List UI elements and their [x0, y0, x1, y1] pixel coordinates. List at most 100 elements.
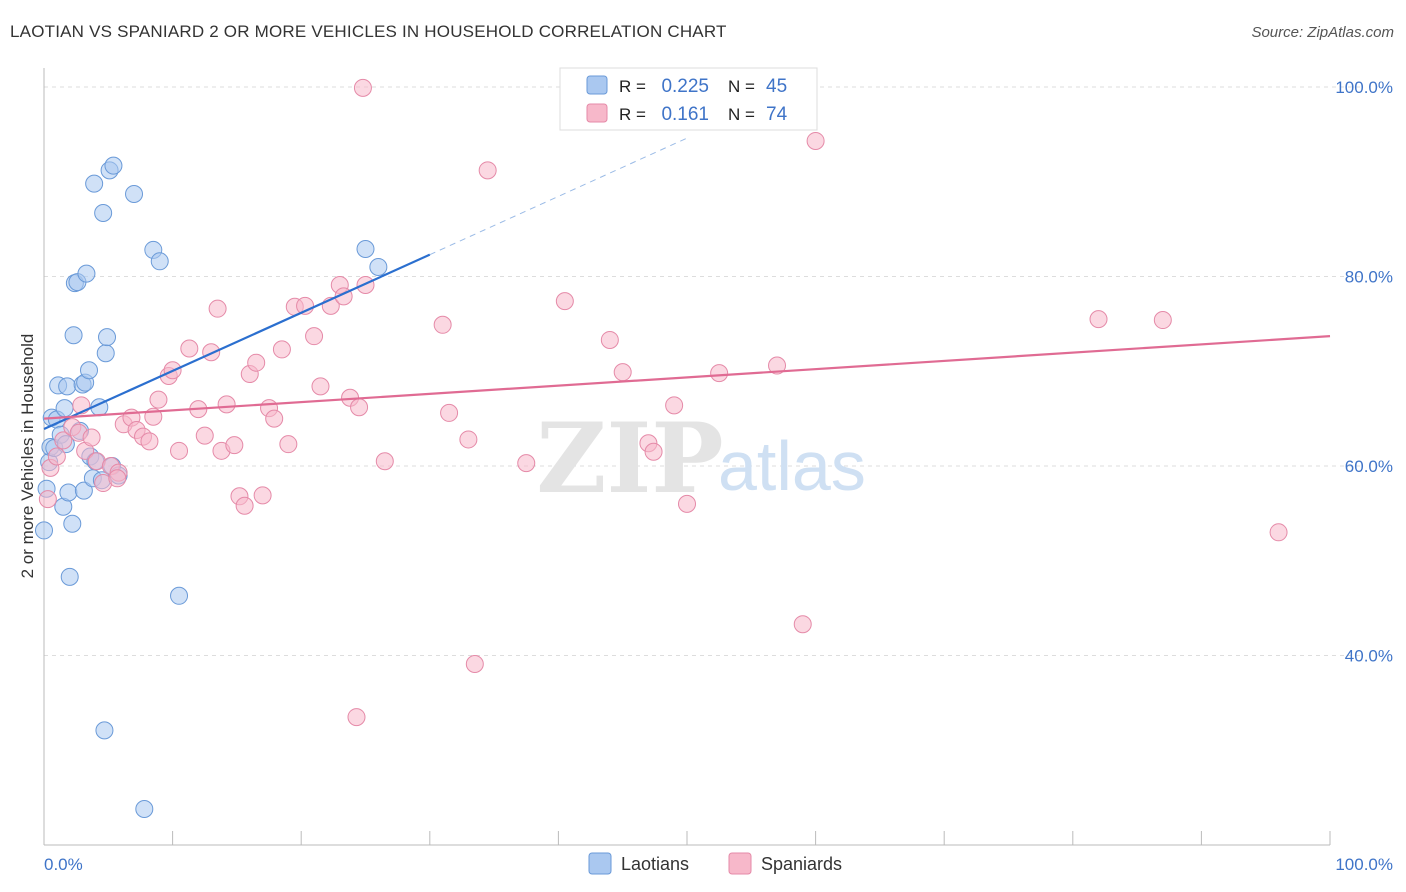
spaniard-point [478, 161, 497, 180]
y-tick-label-60: 60.0% [1345, 457, 1393, 476]
spaniard-point [225, 436, 244, 455]
legend-n-label-spaniard: N = [728, 105, 755, 124]
spaniard-point [272, 340, 291, 359]
x-axis-ticks [43, 831, 1331, 845]
spaniard-point [108, 469, 127, 488]
spaniard-trend-line [43, 335, 1331, 420]
laotian-point [85, 174, 104, 193]
spaniard-point [347, 708, 366, 727]
spaniard-point [793, 615, 812, 634]
spaniard-point [644, 442, 663, 461]
spaniard-point [517, 454, 536, 473]
laotian-point [60, 567, 79, 586]
laotian-point [369, 257, 388, 276]
spaniard-point [555, 292, 574, 311]
series-legend-label-laotian: Laotians [621, 854, 689, 874]
series-legend-swatch-laotian [588, 852, 612, 875]
spaniard-point [678, 494, 696, 513]
series-legend: Laotians Spaniards [588, 852, 842, 875]
spaniard-point [433, 315, 452, 334]
watermark-zip: ZIP [536, 402, 723, 515]
legend-swatch-spaniard [586, 103, 608, 123]
laotian-point [55, 399, 74, 418]
spaniard-point [1089, 310, 1108, 329]
chart-title: LAOTIAN VS SPANIARD 2 OR MORE VEHICLES I… [10, 22, 727, 41]
spaniard-point [208, 299, 227, 318]
y-tick-label-80: 80.0% [1345, 267, 1393, 286]
laotian-trend-extension [429, 137, 688, 256]
spaniard-point [82, 428, 101, 447]
legend-n-value-spaniard: 74 [766, 104, 788, 125]
laotian-point [58, 377, 77, 396]
spaniard-point [465, 655, 484, 674]
watermark: ZIP atlas [536, 402, 865, 515]
spaniard-point [1153, 311, 1172, 330]
spaniard-point [311, 377, 330, 396]
x-tick-label-max: 100.0% [1335, 855, 1393, 874]
laotian-point [63, 514, 82, 533]
spaniard-point [350, 398, 369, 417]
grid-lines [44, 86, 1360, 656]
laotian-point [94, 203, 113, 222]
laotian-point [95, 721, 114, 740]
spaniard-point [806, 131, 825, 150]
laotian-trend-line [43, 253, 431, 431]
spaniard-point [710, 364, 729, 383]
laotian-point [77, 264, 96, 283]
spaniard-point [235, 496, 254, 515]
y-axis-title: 2 or more Vehicles in Household [18, 334, 37, 579]
laotian-point [170, 586, 189, 605]
laotian-point [104, 156, 123, 175]
laotian-point [135, 799, 154, 818]
laotian-point [356, 239, 375, 258]
y-tick-label-40: 40.0% [1345, 646, 1393, 665]
spaniard-point [356, 275, 375, 294]
laotian-point [125, 185, 144, 204]
spaniard-point [613, 363, 632, 382]
spaniard-point [600, 330, 619, 349]
spaniard-point [375, 452, 394, 471]
spaniard-point [47, 447, 66, 466]
spaniard-point [217, 395, 236, 414]
series-legend-swatch-spaniard [728, 852, 752, 875]
spaniard-point [54, 431, 73, 450]
laotian-point [35, 521, 53, 540]
x-tick-label-min: 0.0% [44, 855, 83, 874]
legend-r-value-spaniard: 0.161 [661, 104, 709, 125]
spaniard-points [38, 78, 1288, 727]
trend-lines [43, 137, 1331, 431]
spaniard-point [149, 390, 168, 409]
spaniard-point [305, 327, 324, 346]
legend-r-label-spaniard: R = [619, 105, 646, 124]
spaniard-point [665, 396, 684, 415]
laotian-point [150, 252, 169, 271]
laotian-point [80, 361, 99, 380]
source-credit: Source: ZipAtlas.com [1251, 24, 1394, 41]
spaniard-point [247, 353, 266, 372]
spaniard-point [768, 356, 787, 375]
spaniard-point [440, 403, 459, 422]
legend-r-value-laotian: 0.225 [661, 76, 709, 97]
correlation-legend: R = 0.225 N = 45 R = 0.161 N = 74 [559, 67, 818, 131]
spaniard-point [140, 432, 159, 451]
spaniard-point [253, 486, 272, 505]
spaniard-point [353, 78, 372, 97]
laotian-point [96, 344, 115, 363]
spaniard-point [1269, 523, 1288, 542]
spaniard-point [38, 490, 57, 509]
legend-n-label-laotian: N = [728, 77, 755, 96]
y-tick-labels: 40.0% 60.0% 80.0% 100.0% [1335, 78, 1393, 666]
legend-swatch-laotian [586, 75, 608, 95]
laotian-points [35, 156, 388, 818]
laotian-point [59, 483, 78, 502]
spaniard-point [170, 441, 189, 460]
laotian-point [64, 326, 83, 345]
laotian-point [98, 328, 117, 347]
legend-n-value-laotian: 45 [766, 76, 787, 97]
y-tick-label-100: 100.0% [1335, 78, 1393, 97]
spaniard-point [279, 435, 298, 454]
spaniard-point [459, 430, 478, 449]
watermark-atlas: atlas [718, 427, 866, 505]
spaniard-point [195, 426, 214, 445]
